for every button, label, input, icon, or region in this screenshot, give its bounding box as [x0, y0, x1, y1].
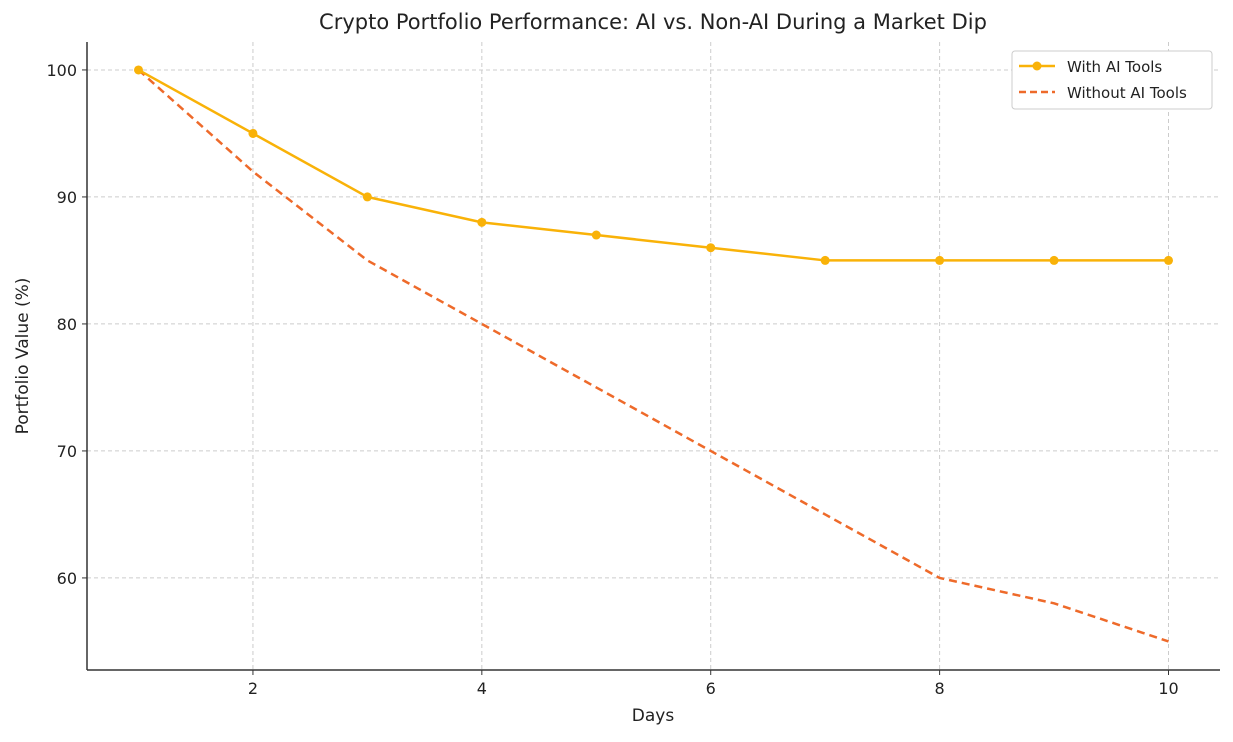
data-point-with-ai: [935, 255, 945, 265]
data-point-with-ai: [706, 243, 716, 253]
y-tick-label: 100: [46, 61, 77, 80]
legend-marker-with-ai: [1032, 61, 1042, 71]
x-tick-label: 10: [1158, 679, 1178, 698]
y-axis-label: Portfolio Value (%): [13, 278, 33, 435]
y-tick-label: 90: [57, 188, 77, 207]
series-group: [134, 65, 1173, 643]
y-tick-label: 60: [57, 569, 77, 588]
series-line-with-ai: [137, 68, 1169, 262]
data-point-with-ai: [134, 65, 143, 75]
x-tick-label: 6: [706, 679, 716, 698]
x-tick-label: 4: [477, 679, 487, 698]
data-point-with-ai: [1164, 255, 1173, 265]
data-point-with-ai: [1049, 255, 1059, 265]
legend-label-without-ai: Without AI Tools: [1067, 84, 1187, 102]
legend-label-with-ai: With AI Tools: [1067, 58, 1162, 76]
y-tick-label: 70: [57, 442, 77, 461]
x-axis-label: Days: [632, 706, 675, 726]
x-tick-label: 2: [248, 679, 258, 698]
data-point-with-ai: [477, 217, 487, 227]
data-point-with-ai: [591, 230, 601, 240]
y-tick-label: 80: [57, 315, 77, 334]
chart-title: Crypto Portfolio Performance: AI vs. Non…: [319, 10, 987, 34]
data-point-with-ai: [820, 255, 830, 265]
series-line-without-ai: [137, 69, 1169, 643]
x-tick-label: 8: [935, 679, 945, 698]
legend-box: [1011, 50, 1213, 110]
ticks: 2 4 6 8 10 60 70 80 90 100: [46, 61, 1178, 698]
legend: With AI Tools Without AI Tools: [1011, 50, 1213, 110]
data-point-with-ai: [362, 192, 372, 202]
data-point-with-ai: [248, 128, 258, 138]
